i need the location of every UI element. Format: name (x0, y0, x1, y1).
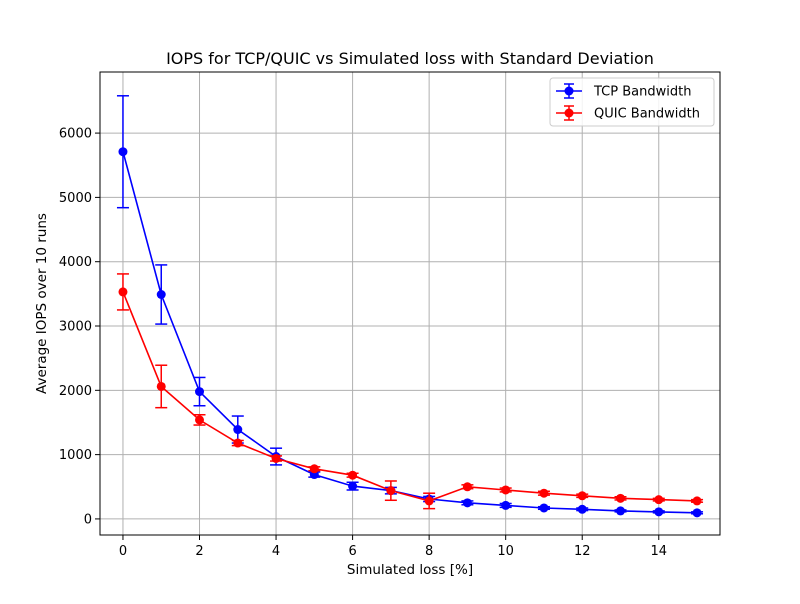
quic-point (462, 482, 472, 492)
tcp-legend-label: TCP Bandwidth (593, 85, 691, 100)
quic-point (615, 493, 625, 503)
x-axis-label: Simulated loss [%] (347, 562, 473, 578)
quic-point (424, 496, 434, 506)
y-tick-label: 1000 (59, 448, 92, 463)
tcp-point (156, 289, 166, 299)
quic-point (386, 486, 396, 496)
quic-point (654, 495, 664, 505)
x-tick-label: 2 (195, 544, 203, 559)
quic-point (539, 488, 549, 498)
quic-point (156, 381, 166, 391)
quic-point (692, 496, 702, 506)
quic-legend-label: QUIC Bandwidth (594, 107, 700, 122)
tcp-point (195, 387, 205, 397)
y-axis-label: Average IOPS over 10 runs (34, 213, 50, 394)
quic-point (501, 485, 511, 495)
tick-layer: 0 2 4 6 8 10 12 14 0 1000 2000 3000 4000 5000 6000 (59, 127, 667, 559)
x-tick-label: 12 (574, 544, 591, 559)
tcp-line (122, 151, 698, 514)
y-tick-label: 3000 (59, 320, 92, 335)
legend-box (549, 77, 715, 127)
quic-point (271, 453, 281, 463)
y-tick-label: 2000 (59, 384, 92, 399)
tcp-point (615, 506, 625, 516)
chart-title: IOPS for TCP/QUIC vs Simulated loss with… (166, 49, 654, 68)
grid-layer (100, 72, 720, 535)
quic-point (348, 470, 358, 480)
tcp-point (462, 498, 472, 508)
tcp-point (692, 508, 702, 518)
x-tick-label: 10 (497, 544, 514, 559)
x-tick-label: 0 (119, 544, 127, 559)
series-layer (116, 95, 704, 518)
tcp-point (118, 147, 128, 157)
tcp-point (348, 481, 358, 491)
quic-point (118, 287, 128, 297)
x-tick-label: 14 (650, 544, 667, 559)
quic-point (233, 438, 243, 448)
y-tick-label: 5000 (59, 191, 92, 206)
y-tick-label: 0 (84, 512, 92, 527)
tcp-point (577, 504, 587, 514)
tcp-point (233, 425, 243, 435)
tcp-series (116, 95, 704, 518)
quic-point (309, 464, 319, 474)
x-tick-label: 8 (425, 544, 433, 559)
y-tick-label: 4000 (59, 255, 92, 270)
x-tick-label: 4 (272, 544, 280, 559)
legend: TCP Bandwidth QUIC Bandwidth (549, 77, 715, 127)
plot-frame (99, 71, 721, 536)
tcp-point (501, 500, 511, 510)
quic-legend-marker (564, 108, 574, 118)
quic-series (116, 273, 704, 510)
quic-point (195, 415, 205, 425)
quic-line (122, 291, 698, 502)
quic-point (577, 491, 587, 501)
tcp-point (654, 507, 664, 517)
y-tick-label: 6000 (59, 127, 92, 142)
tcp-legend-marker (564, 86, 574, 96)
tcp-point (539, 503, 549, 513)
x-tick-label: 6 (348, 544, 356, 559)
